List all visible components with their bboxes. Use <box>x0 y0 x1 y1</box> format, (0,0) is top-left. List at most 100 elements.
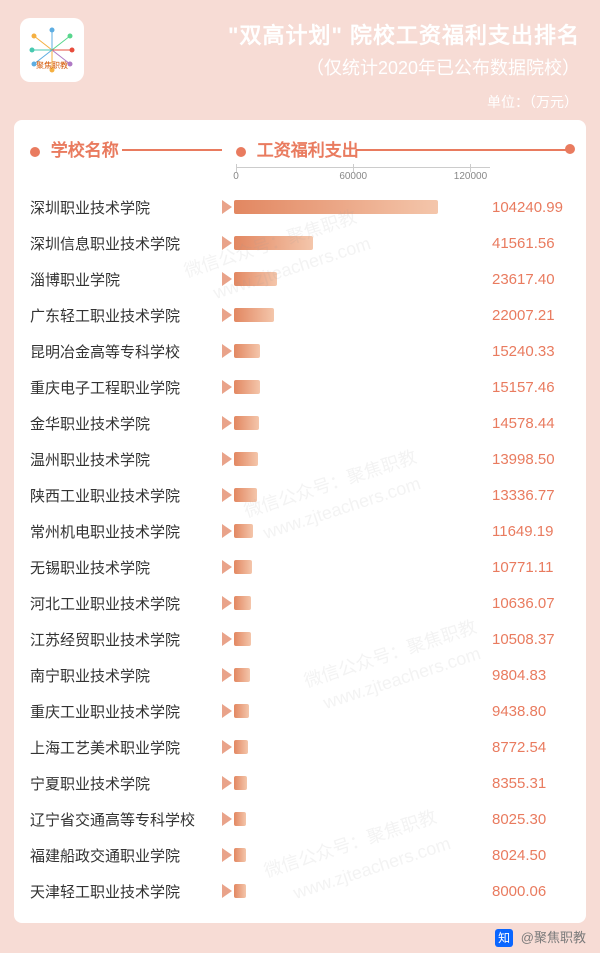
row-value: 8772.54 <box>492 739 570 756</box>
bar <box>234 632 251 646</box>
table-row: 昆明冶金高等专科学校15240.33 <box>30 333 570 369</box>
row-school-name: 常州机电职业技术学院 <box>30 521 230 542</box>
col-header-value-text: 工资福利支出 <box>257 141 359 160</box>
bar <box>234 884 246 898</box>
bar-track <box>230 873 490 909</box>
table-row: 天津轻工职业技术学院 8000.06 <box>30 873 570 909</box>
marker-triangle-icon <box>222 884 232 898</box>
bar <box>234 524 253 538</box>
axis-label: 60000 <box>339 171 367 182</box>
marker-triangle-icon <box>222 776 232 790</box>
table-row: 江苏经贸职业技术学院 10508.37 <box>30 621 570 657</box>
bar-track <box>230 297 490 333</box>
dot-icon <box>565 144 575 154</box>
marker-triangle-icon <box>222 596 232 610</box>
col-header-name: 学校名称 <box>30 136 230 161</box>
bar-track <box>230 333 490 369</box>
row-bar-zone: 104240.99 <box>230 189 570 225</box>
row-value: 8355.31 <box>492 775 570 792</box>
row-bar-zone: 8024.50 <box>230 837 570 873</box>
table-row: 温州职业技术学院 13998.50 <box>30 441 570 477</box>
row-value: 14578.44 <box>492 415 570 432</box>
bar <box>234 344 260 358</box>
row-bar-zone: 10508.37 <box>230 621 570 657</box>
bar <box>234 812 246 826</box>
marker-triangle-icon <box>222 740 232 754</box>
row-school-name: 重庆电子工程职业学院 <box>30 377 230 398</box>
bar-track <box>230 441 490 477</box>
marker-triangle-icon <box>222 488 232 502</box>
row-school-name: 无锡职业技术学院 <box>30 557 230 578</box>
header-rule <box>356 149 570 151</box>
footer: 知 @聚焦职教 <box>495 927 586 947</box>
axis-scale: 060000120000 <box>236 167 490 185</box>
row-value: 8000.06 <box>492 883 570 900</box>
marker-triangle-icon <box>222 308 232 322</box>
row-value: 8025.30 <box>492 811 570 828</box>
table-row: 重庆工业职业技术学院9438.80 <box>30 693 570 729</box>
row-value: 22007.21 <box>492 307 570 324</box>
row-school-name: 金华职业技术学院 <box>30 413 230 434</box>
bar <box>234 272 277 286</box>
marker-triangle-icon <box>222 200 232 214</box>
row-value: 8024.50 <box>492 847 570 864</box>
row-school-name: 南宁职业技术学院 <box>30 665 230 686</box>
chart-card: 学校名称 工资福利支出 060000120000 深圳职业技术学院104240.… <box>14 120 586 923</box>
dot-icon <box>236 147 246 157</box>
row-bar-zone: 22007.21 <box>230 297 570 333</box>
row-bar-zone: 9438.80 <box>230 693 570 729</box>
bar <box>234 308 274 322</box>
row-bar-zone: 15240.33 <box>230 333 570 369</box>
bar <box>234 236 313 250</box>
marker-triangle-icon <box>222 344 232 358</box>
row-school-name: 江苏经贸职业技术学院 <box>30 629 230 650</box>
row-bar-zone: 8355.31 <box>230 765 570 801</box>
row-school-name: 昆明冶金高等专科学校 <box>30 341 230 362</box>
table-row: 河北工业职业技术学院10636.07 <box>30 585 570 621</box>
table-row: 宁夏职业技术学院8355.31 <box>30 765 570 801</box>
row-bar-zone: 8772.54 <box>230 729 570 765</box>
bar-track <box>230 765 490 801</box>
bar-track <box>230 477 490 513</box>
marker-triangle-icon <box>222 380 232 394</box>
row-school-name: 辽宁省交通高等专科学校 <box>30 809 230 830</box>
row-value: 13998.50 <box>492 451 570 468</box>
row-school-name: 温州职业技术学院 <box>30 449 230 470</box>
row-bar-zone: 41561.56 <box>230 225 570 261</box>
svg-text:聚焦职教: 聚焦职教 <box>36 60 68 70</box>
bar <box>234 452 258 466</box>
bar-track <box>230 261 490 297</box>
bar-track <box>230 837 490 873</box>
row-bar-zone: 9804.83 <box>230 657 570 693</box>
table-row: 深圳职业技术学院104240.99 <box>30 189 570 225</box>
table-row: 金华职业技术学院 14578.44 <box>30 405 570 441</box>
page-subtitle: （仅统计2020年已公布数据院校） <box>96 54 580 80</box>
header: 聚焦职教 "双高计划" 院校工资福利支出排名 （仅统计2020年已公布数据院校） <box>0 0 600 92</box>
table-row: 辽宁省交通高等专科学校 8025.30 <box>30 801 570 837</box>
table-row: 重庆电子工程职业学院15157.46 <box>30 369 570 405</box>
title-block: "双高计划" 院校工资福利支出排名 （仅统计2020年已公布数据院校） <box>96 18 580 80</box>
bar <box>234 416 259 430</box>
row-bar-zone: 11649.19 <box>230 513 570 549</box>
row-bar-zone: 15157.46 <box>230 369 570 405</box>
bar <box>234 200 438 214</box>
row-bar-zone: 10771.11 <box>230 549 570 585</box>
row-school-name: 天津轻工职业技术学院 <box>30 881 230 902</box>
marker-triangle-icon <box>222 416 232 430</box>
bar-track <box>230 621 490 657</box>
bar-track <box>230 657 490 693</box>
table-row: 上海工艺美术职业学院8772.54 <box>30 729 570 765</box>
marker-triangle-icon <box>222 272 232 286</box>
marker-triangle-icon <box>222 236 232 250</box>
row-value: 9438.80 <box>492 703 570 720</box>
row-school-name: 福建船政交通职业学院 <box>30 845 230 866</box>
row-school-name: 广东轻工职业技术学院 <box>30 305 230 326</box>
row-value: 9804.83 <box>492 667 570 684</box>
row-school-name: 陕西工业职业技术学院 <box>30 485 230 506</box>
bar <box>234 848 246 862</box>
row-value: 10508.37 <box>492 631 570 648</box>
footer-author: @聚焦职教 <box>521 930 586 945</box>
table-row: 常州机电职业技术学院11649.19 <box>30 513 570 549</box>
column-headers: 学校名称 工资福利支出 <box>30 136 570 161</box>
page-title: "双高计划" 院校工资福利支出排名 <box>96 18 580 50</box>
